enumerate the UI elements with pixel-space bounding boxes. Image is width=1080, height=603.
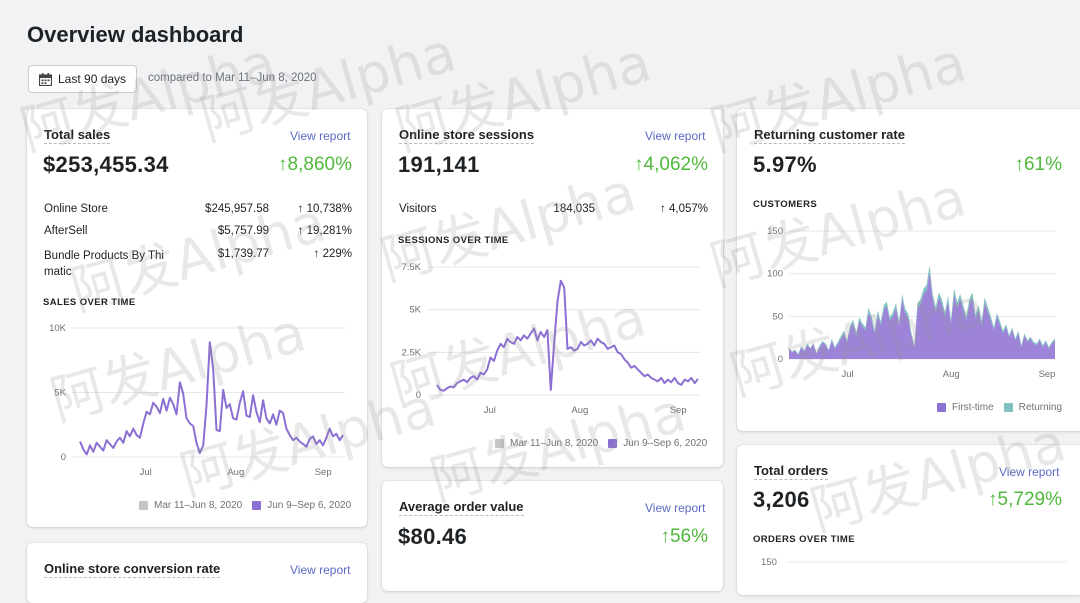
breakdown-name: Bundle Products By Thi matic [44,250,164,278]
view-report-link[interactable]: View report [645,129,706,143]
legend-label-previous: Mar 11–Jun 8, 2020 [510,438,599,449]
breakdown-change: ↑ 10,738% [297,203,352,215]
comparison-text: compared to Mar 11–Jun 8, 2020 [148,72,317,84]
y-tick-label: 150 [761,557,777,568]
view-report-link[interactable]: View report [290,563,351,577]
x-tick-label: Jul [841,369,853,380]
x-tick-label: Aug [571,405,588,416]
chart-label: SESSIONS OVER TIME [398,235,509,246]
average-order-value: $80.46 [398,524,468,549]
returning-customer-card: Returning customer rate 5.97% ↑61% CUSTO… [737,109,1080,431]
total-orders-change: ↑5,729% [988,489,1062,510]
x-tick-label: Aug [227,467,244,478]
returning-rate-value: 5.97% [753,152,817,177]
chart-label: SALES OVER TIME [43,297,136,308]
orders-over-time-chart: 150 [761,557,1067,568]
sessions-over-time-chart: 0 2.5K 5K 7.5K Jul Aug Sep [401,262,700,416]
sessions-change: ↑4,062% [634,154,708,175]
legend-label-current: Jun 9–Sep 6, 2020 [267,500,352,511]
view-report-link[interactable]: View report [290,129,351,143]
x-tick-label: Aug [943,369,960,380]
chart-legend: Mar 11–Jun 8, 2020 Jun 9–Sep 6, 2020 [495,438,707,449]
legend-swatch-previous [139,501,148,510]
legend-label-returning: Returning [1018,402,1063,413]
x-tick-label: Sep [315,467,332,478]
view-report-link[interactable]: View report [645,501,706,515]
y-tick-label: 2.5K [401,347,421,358]
legend-swatch-first-time [937,403,946,412]
series-line-current [436,279,699,392]
page-title: Overview dashboard [27,22,244,47]
total-sales-change: ↑8,860% [278,154,352,175]
total-orders-card: Total orders View report 3,206 ↑5,729% O… [737,445,1080,595]
card-title[interactable]: Returning customer rate [754,127,905,144]
conversion-rate-card: Online store conversion rate View report [27,543,367,603]
series-line-current [79,341,344,456]
x-tick-label: Jul [484,405,496,416]
breakdown-value: $5,757.99 [217,225,269,237]
card-title[interactable]: Online store sessions [399,127,535,144]
average-order-value-card: Average order value View report $80.46 ↑… [382,481,723,591]
breakdown-change: ↑ 229% [313,248,352,260]
average-order-change: ↑56% [660,526,708,547]
sales-over-time-chart: 0 5K 10K Jul Aug Sep [49,323,345,478]
breakdown-value: $1,739.77 [217,248,269,260]
breakdown-name: Online Store [44,203,108,215]
total-sales-value: $253,455.34 [43,152,169,177]
visitors-label: Visitors [399,203,437,215]
y-tick-label: 0 [416,390,421,401]
y-tick-label: 5K [54,388,66,399]
y-tick-label: 5K [409,305,421,316]
y-tick-label: 0 [61,452,66,463]
x-tick-label: Sep [670,405,687,416]
date-range-button[interactable]: Last 90 days [28,65,138,93]
card-title[interactable]: Total orders [754,463,829,480]
visitors-value: 184,035 [553,203,595,215]
date-range-label: Last 90 days [58,72,127,86]
legend-swatch-previous [495,439,504,448]
card-title[interactable]: Average order value [399,499,524,516]
legend-label-previous: Mar 11–Jun 8, 2020 [154,500,243,511]
legend-label-first-time: First-time [952,402,994,413]
breakdown-name: AfterSell [44,225,88,237]
visitors-change: ↑ 4,057% [660,203,708,215]
chart-legend: First-time Returning [937,402,1062,413]
returning-rate-change: ↑61% [1014,154,1062,175]
view-report-link[interactable]: View report [999,465,1060,479]
y-tick-label: 100 [767,269,783,280]
series-area-first-time [789,272,1055,359]
sessions-card: Online store sessions View report 191,14… [382,109,723,467]
legend-label-current: Jun 9–Sep 6, 2020 [623,438,708,449]
sessions-value: 191,141 [398,152,480,177]
y-tick-label: 7.5K [401,262,421,273]
card-title[interactable]: Online store conversion rate [44,561,221,578]
y-tick-label: 0 [778,354,783,365]
chart-legend: Mar 11–Jun 8, 2020 Jun 9–Sep 6, 2020 [139,500,351,511]
breakdown-value: $245,957.58 [205,203,269,215]
chart-label: ORDERS OVER TIME [753,534,855,545]
legend-swatch-returning [1003,403,1013,412]
x-tick-label: Sep [1039,369,1056,380]
x-tick-label: Jul [140,467,152,478]
customers-chart: 0 50 100 150 Jul Aug Sep [767,226,1056,380]
card-title[interactable]: Total sales [44,127,111,144]
total-sales-card: Total sales View report $253,455.34 ↑8,8… [27,109,367,527]
y-tick-label: 10K [49,323,67,334]
y-tick-label: 50 [772,311,783,322]
chart-label: CUSTOMERS [753,199,818,210]
total-orders-value: 3,206 [753,487,810,512]
calendar-icon [39,72,52,86]
breakdown-change: ↑ 19,281% [297,225,352,237]
y-tick-label: 150 [767,226,783,237]
legend-swatch-current [608,439,618,448]
legend-swatch-current [252,501,262,510]
